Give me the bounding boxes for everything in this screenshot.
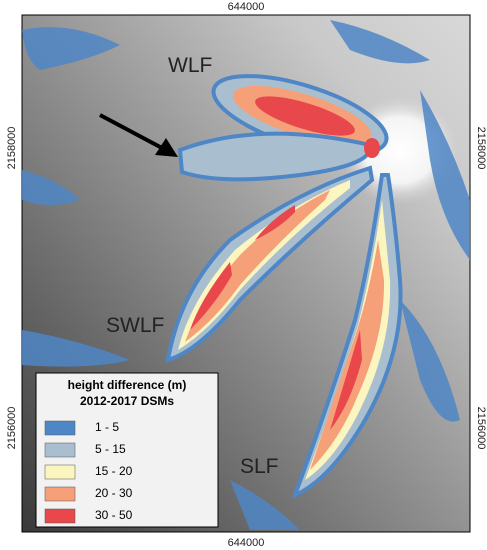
zone (310, 240, 385, 470)
zone (190, 262, 232, 330)
coord-label: 644000 (228, 1, 265, 13)
swlf-flow (165, 165, 375, 363)
flow-label: SWLF (106, 314, 164, 337)
legend-swatch (44, 442, 76, 458)
patch (400, 300, 460, 422)
legend-swatch (44, 464, 76, 480)
zone (364, 138, 380, 158)
coord-label: 2158000 (6, 127, 18, 170)
legend-entry: 30 - 50 (95, 508, 133, 522)
legend-entry: 5 - 15 (95, 442, 126, 456)
distal-zone (177, 131, 373, 182)
patch (22, 330, 130, 367)
zone (255, 205, 295, 240)
zone (185, 190, 330, 342)
legend-subtitle: 2012-2017 DSMs (80, 394, 174, 408)
legend-swatch (44, 486, 76, 502)
coord-label: 2158000 (475, 127, 487, 170)
patch (230, 480, 300, 530)
zone (255, 96, 355, 136)
patch (330, 20, 430, 64)
flow-label: WLF (168, 54, 212, 77)
legend-entry: 1 - 5 (95, 420, 119, 434)
coord-label: 2156000 (6, 407, 18, 450)
low-change-patches (22, 20, 470, 530)
patch (22, 170, 80, 205)
legend-swatch (44, 508, 76, 524)
legend: height difference (m) 2012-2017 DSMs 1 -… (35, 372, 219, 528)
coord-label: 644000 (228, 537, 265, 549)
arrow-head (155, 138, 178, 157)
slf-flow (291, 173, 403, 499)
legend-entry: 20 - 30 (95, 486, 133, 500)
legend-title: height difference (m) (68, 378, 187, 392)
zone (330, 330, 362, 430)
patch (22, 27, 120, 70)
legend-swatch (44, 420, 76, 436)
flow-label: SLF (240, 455, 279, 478)
legend-entry: 15 - 20 (95, 464, 133, 478)
coord-label: 2156000 (475, 407, 487, 450)
patch (420, 90, 470, 260)
arrow (99, 113, 163, 150)
